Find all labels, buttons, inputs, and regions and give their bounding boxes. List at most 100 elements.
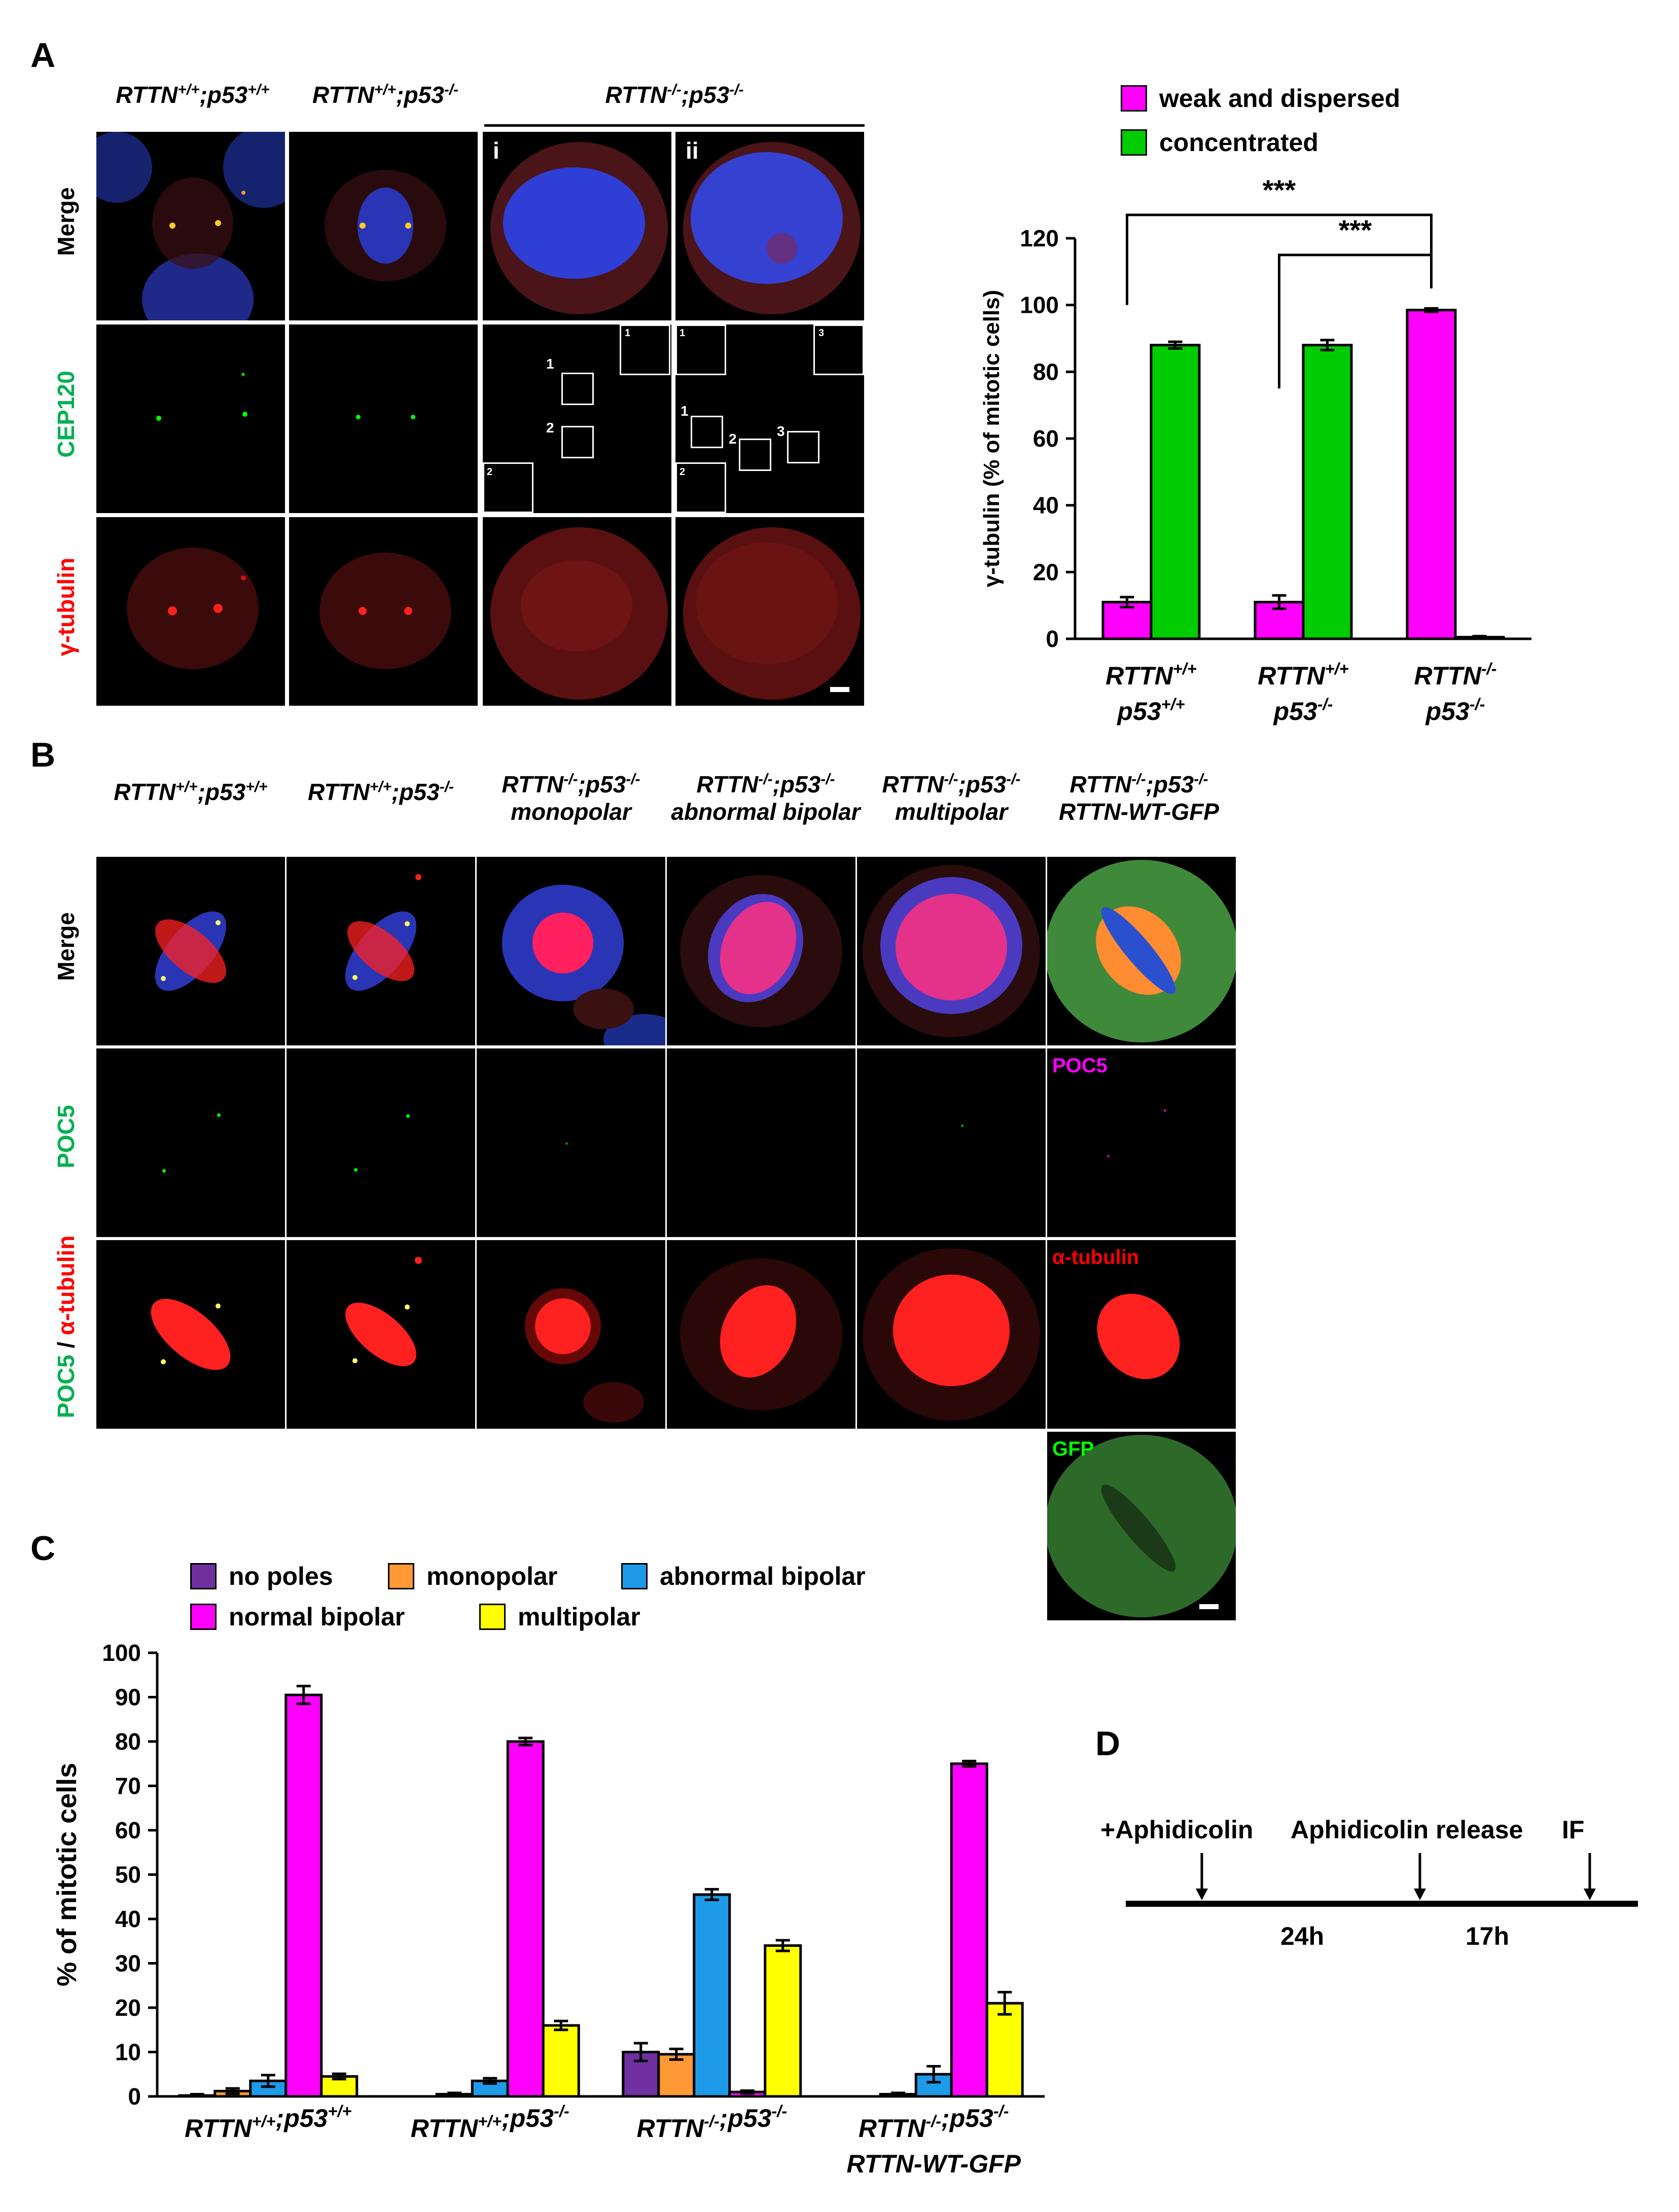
- a-gamma-image-3: [483, 517, 671, 706]
- a-subpanel-i: i: [493, 137, 499, 164]
- c-legend-abnormal-bipolar: abnormal bipolar: [621, 1562, 866, 1591]
- scale-bar: [830, 687, 849, 692]
- b-poc5-image-6: POC5: [1047, 1048, 1236, 1237]
- a-y-tick-label: 100: [1020, 292, 1059, 318]
- b-merge-image-6: [1047, 857, 1236, 1045]
- c-legend-swatch-yellow: [479, 1604, 506, 1630]
- b-row-label-poc5: POC5: [53, 1105, 79, 1169]
- a-bar-concentrated: [1302, 344, 1353, 640]
- a-sig-bracket: [1126, 213, 1433, 305]
- a-inset-number: 3: [818, 328, 825, 339]
- panel-letter-a: A: [30, 36, 56, 75]
- c-bar-normal-bipolar: [506, 1740, 545, 2098]
- a-cep120-image-4: 1 2 3 1 3 2: [675, 324, 864, 513]
- d-timeline: [1126, 1853, 1638, 1907]
- b-col-label-4: RTTN-/-;p53-/- abnormal bipolar: [671, 771, 861, 825]
- a-y-tick-label: 80: [1033, 358, 1059, 385]
- b-inner-label-poc5: POC5: [1052, 1055, 1108, 1077]
- b-tubulin-image-5: [857, 1240, 1046, 1429]
- a-subpanel-ii: ii: [686, 137, 699, 164]
- a-x-tick-label: RTTN+/+: [1258, 660, 1348, 690]
- b-poc5-image-3: [477, 1048, 665, 1237]
- a-inset-number: 1: [680, 328, 686, 339]
- c-legend-swatch-purple: [190, 1563, 217, 1589]
- a-inset-number: 2: [680, 466, 686, 478]
- c-x-tick-label: RTTN-/-;p53-/-: [636, 2102, 787, 2143]
- b-row-label-poc5-tubulin: POC5 / α-tubulin: [53, 1235, 79, 1419]
- c-y-tick-label: 50: [115, 1862, 141, 1888]
- c-bar-multipolar: [985, 2002, 1024, 2098]
- panel-letter-b: B: [30, 736, 56, 774]
- c-legend-normal-bipolar: normal bipolar: [190, 1602, 405, 1631]
- c-y-tick-label: 20: [115, 1995, 141, 2021]
- a-row-label-merge: Merge: [53, 187, 79, 256]
- c-y-tick-label: 80: [115, 1728, 141, 1755]
- a-gamma-image-1: [96, 517, 285, 706]
- a-inset-number: 1: [625, 328, 631, 339]
- chart-c: 0 10 20 30 40 50 60 70 80 90 100 % of mitotic cells…: [52, 1640, 1045, 2178]
- a-col-label-2: RTTN+/+;p53-/-: [312, 81, 459, 108]
- c-bar-monopolar: [657, 2053, 696, 2098]
- a-bar-weak-and-dispersed: [1406, 309, 1457, 640]
- c-y-tick-label: 100: [102, 1640, 141, 1666]
- b-col-label-2: RTTN+/+;p53-/-: [307, 778, 454, 805]
- b-col-label-3: RTTN-/-;p53-/- monopolar: [502, 771, 640, 825]
- a-sig-stars: ***: [1263, 174, 1296, 206]
- a-x-tick-label: RTTN-/-: [1414, 660, 1496, 690]
- b-col-label-1: RTTN+/+;p53+/+: [114, 778, 268, 805]
- b-merge-image-2: [287, 857, 475, 1045]
- c-legend-swatch-blue: [621, 1563, 648, 1589]
- b-tubulin-image-1: [96, 1240, 285, 1429]
- c-y-tick-label: 60: [115, 1817, 141, 1843]
- c-x-tick-label: RTTN-WT-GFP: [847, 2150, 1021, 2178]
- a-col-label-1: RTTN+/+;p53+/+: [116, 81, 270, 108]
- c-legend-monopolar: monopolar: [388, 1562, 557, 1591]
- a-x-tick-label: p53-/-: [1273, 695, 1333, 726]
- b-inner-label-gfp: GFP: [1052, 1438, 1094, 1460]
- b-merge-image-1: [96, 857, 285, 1045]
- c-legend-swatch-orange: [388, 1563, 414, 1589]
- b-merge-image-4: [667, 857, 855, 1045]
- b-tubulin-image-2: [287, 1240, 475, 1429]
- b-row-label-merge: Merge: [53, 912, 79, 981]
- b-poc5-image-5: [857, 1048, 1046, 1237]
- b-poc5-image-2: [287, 1048, 475, 1237]
- d-text-if: IF: [1562, 1816, 1585, 1844]
- a-merge-image-2: [289, 132, 478, 320]
- d-duration-24h: 24h: [1280, 1922, 1325, 1950]
- c-y-tick-label: 40: [115, 1906, 141, 1932]
- a-legend-concentrated: concentrated: [1121, 128, 1318, 157]
- c-y-tick-label: 90: [115, 1684, 141, 1711]
- a-row-label-cep120: CEP120: [53, 371, 79, 458]
- a-cep120-image-3: 1 2 1 2: [483, 324, 671, 513]
- a-y-tick-label: 20: [1033, 559, 1059, 585]
- a-box-number: 1: [681, 403, 689, 419]
- b-inner-label-tubulin: α-tubulin: [1052, 1246, 1139, 1268]
- a-sig-stars: ***: [1339, 214, 1372, 246]
- a-legend-swatch-green: [1121, 129, 1147, 156]
- a-x-tick-label: p53-/-: [1425, 695, 1485, 726]
- c-bar-multipolar: [542, 2024, 580, 2098]
- chart-a: 0 20 40 60 80 100 120 γ-tubulin (% of mitotic c…: [979, 174, 1531, 726]
- d-text-aphidicolin: +Aphidicolin: [1100, 1816, 1254, 1844]
- c-y-tick-label: 10: [115, 2039, 141, 2065]
- c-bar-normal-bipolar: [950, 1762, 988, 2098]
- b-col-label-6: RTTN-/-;p53-/- RTTN-WT-GFP: [1059, 771, 1219, 825]
- a-y-axis-label: γ-tubulin (% of mitotic cells): [979, 290, 1004, 588]
- b-col-label-5: RTTN-/-;p53-/- multipolar: [882, 771, 1021, 825]
- b-gfp-image: GFP: [1047, 1432, 1236, 1620]
- a-merge-image-4: ii: [675, 132, 864, 320]
- a-box-number: 2: [546, 420, 554, 436]
- a-cep120-image-1: [96, 324, 285, 513]
- a-y-tick-label: 60: [1033, 425, 1059, 452]
- panel-letter-d: D: [1095, 1724, 1121, 1763]
- a-bar-concentrated: [1150, 344, 1201, 640]
- a-box-number: 2: [729, 431, 737, 447]
- a-x-tick-label: RTTN+/+: [1105, 660, 1196, 690]
- c-x-tick-label: RTTN+/+;p53+/+: [185, 2102, 351, 2143]
- d-duration-17h: 17h: [1466, 1922, 1510, 1950]
- c-y-tick-label: 70: [115, 1773, 141, 1799]
- c-x-tick-label: RTTN+/+;p53-/-: [411, 2102, 569, 2143]
- b-merge-image-5: [857, 857, 1046, 1045]
- b-tubulin-image-4: [667, 1240, 855, 1429]
